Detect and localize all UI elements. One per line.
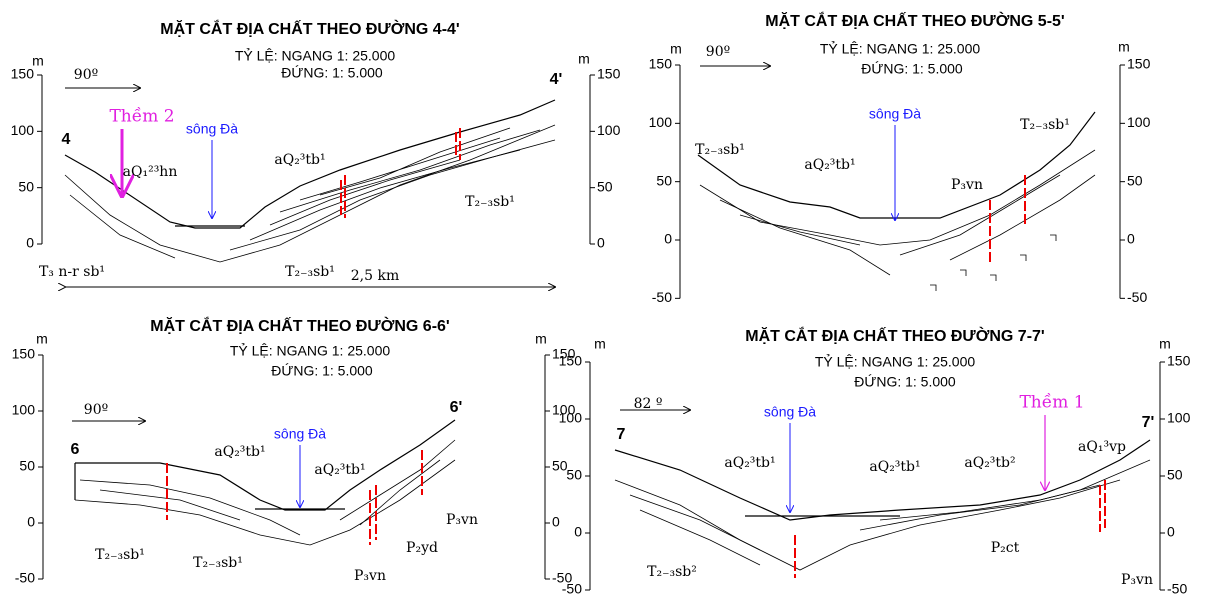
tick-label: 50 xyxy=(552,458,568,474)
end-label: 4' xyxy=(550,71,563,88)
axis-unit: m xyxy=(36,331,48,347)
tick-label: 0 xyxy=(597,235,605,251)
unit-label: P₃vn xyxy=(446,512,478,528)
river-label: sông Đà xyxy=(274,426,326,442)
tick-label: 150 xyxy=(559,353,583,369)
tick-label: 150 xyxy=(649,56,673,72)
tick-label: 150 xyxy=(597,66,621,82)
tick-label: 50 xyxy=(19,458,35,474)
tick-label: 0 xyxy=(552,514,560,530)
page: MẶT CẮT ĐỊA CHẤT THEO ĐƯỜNG 4-4' TỶ LỆ: N… xyxy=(0,0,1213,595)
terrace-label: Thềm 2 xyxy=(109,107,174,127)
section-title: MẶT CẮT ĐỊA CHẤT THEO ĐƯỜNG 6-6' xyxy=(150,316,449,335)
unit-label: P₂yd xyxy=(406,540,438,556)
tick-label: 100 xyxy=(1167,410,1191,426)
axis-unit: m xyxy=(578,51,590,67)
tick-label: 150 xyxy=(12,346,36,362)
tick-label: -50 xyxy=(562,581,582,595)
unit-label: aQ₂³tb¹ xyxy=(724,455,775,471)
tick-label: 0 xyxy=(1127,231,1135,247)
unit-label: T₃ n-r sb¹ xyxy=(39,264,105,280)
tick-label: 100 xyxy=(1127,114,1151,130)
end-label: 7' xyxy=(1142,414,1155,431)
axis-unit: m xyxy=(594,336,606,352)
section-title: MẶT CẮT ĐỊA CHẤT THEO ĐƯỜNG 7-7' xyxy=(745,326,1044,345)
unit-label: aQ₁³vp xyxy=(1078,439,1126,455)
tick-label: -50 xyxy=(1127,289,1147,305)
tick-label: 100 xyxy=(11,122,35,138)
tick-label: 0 xyxy=(26,235,34,251)
unit-label: P₃vn xyxy=(354,568,386,584)
distance-label: 2,5 km xyxy=(351,268,399,284)
tick-label: 150 xyxy=(1167,353,1191,369)
tick-label: 0 xyxy=(27,514,35,530)
tick-label: 150 xyxy=(11,66,35,82)
scale-horizontal: TỶ LỆ: NGANG 1: 25.000 xyxy=(820,41,981,57)
axis-unit: m xyxy=(670,41,682,57)
scale-vertical: ĐỨNG: 1: 5.000 xyxy=(281,65,383,81)
profile-5 xyxy=(698,112,1095,291)
tick-label: 0 xyxy=(1167,524,1175,540)
axis-unit: m xyxy=(1159,336,1171,352)
direction: 90º xyxy=(74,67,98,83)
unit-label: T₂₋₃sb¹ xyxy=(695,142,745,158)
unit-label: aQ₂³tb¹ xyxy=(869,459,920,475)
river-label: sông Đà xyxy=(764,404,816,420)
river-label: sông Đà xyxy=(869,106,921,122)
river-label: sông Đà xyxy=(186,121,238,137)
start-label: 6 xyxy=(71,441,80,458)
scale-horizontal: TỶ LỆ: NGANG 1: 25.000 xyxy=(230,343,391,359)
tick-label: 100 xyxy=(559,410,583,426)
scale-vertical: ĐỨNG: 1: 5.000 xyxy=(854,374,956,390)
tick-label: 50 xyxy=(1127,172,1143,188)
scale-horizontal: TỶ LỆ: NGANG 1: 25.000 xyxy=(235,48,396,64)
unit-label: aQ₂³tb¹ xyxy=(314,462,365,478)
tick-label: -50 xyxy=(1167,581,1187,595)
section-title: MẶT CẮT ĐỊA CHẤT THEO ĐƯỜNG 4-4' xyxy=(160,19,459,38)
tick-label: 50 xyxy=(566,467,582,483)
unit-label: aQ₁²³hn xyxy=(123,164,178,180)
unit-label: T₂₋₃sb¹ xyxy=(193,555,243,571)
start-label: 7 xyxy=(617,426,626,443)
tick-label: -50 xyxy=(15,570,35,586)
unit-label: aQ₂³tb¹ xyxy=(804,157,855,173)
profile-6 xyxy=(75,420,455,545)
unit-label: T₂₋₃sb² xyxy=(647,564,697,580)
unit-label: P₂ct xyxy=(991,540,1020,556)
tick-label: -50 xyxy=(652,289,672,305)
unit-label: P₃vn xyxy=(1121,572,1153,588)
unit-label: T₂₋₃sb¹ xyxy=(465,194,515,210)
tick-label: 50 xyxy=(1167,467,1183,483)
tick-label: 100 xyxy=(597,122,621,138)
unit-label: aQ₂³tb² xyxy=(964,455,1015,471)
scale-vertical: ĐỨNG: 1: 5.000 xyxy=(861,61,963,77)
tick-label: 0 xyxy=(574,524,582,540)
unit-label: T₂₋₃sb¹ xyxy=(1020,117,1070,133)
end-label: 6' xyxy=(450,399,463,416)
unit-label: aQ₂³tb¹ xyxy=(214,444,265,460)
start-label: 4 xyxy=(62,131,71,148)
direction: 90º xyxy=(706,44,730,60)
scale-horizontal: TỶ LỆ: NGANG 1: 25.000 xyxy=(815,354,976,370)
terrace-label: Thềm 1 xyxy=(1019,393,1084,413)
tick-label: 100 xyxy=(649,114,673,130)
unit-label: aQ₂³tb¹ xyxy=(274,152,325,168)
tick-label: 150 xyxy=(1127,56,1151,72)
unit-label: P₃vn xyxy=(951,177,983,193)
tick-label: 50 xyxy=(18,178,34,194)
tick-label: 0 xyxy=(664,231,672,247)
direction: 90º xyxy=(84,402,108,418)
axis-unit: m xyxy=(1118,39,1130,55)
tick-label: 50 xyxy=(656,172,672,188)
tick-label: 50 xyxy=(597,178,613,194)
axis-unit: m xyxy=(535,331,547,347)
section-title: MẶT CẮT ĐỊA CHẤT THEO ĐƯỜNG 5-5' xyxy=(765,11,1064,30)
unit-label: T₂₋₃sb¹ xyxy=(285,264,335,280)
tick-label: 100 xyxy=(12,402,36,418)
unit-label: T₂₋₃sb¹ xyxy=(95,547,145,563)
scale-vertical: ĐỨNG: 1: 5.000 xyxy=(271,363,373,379)
